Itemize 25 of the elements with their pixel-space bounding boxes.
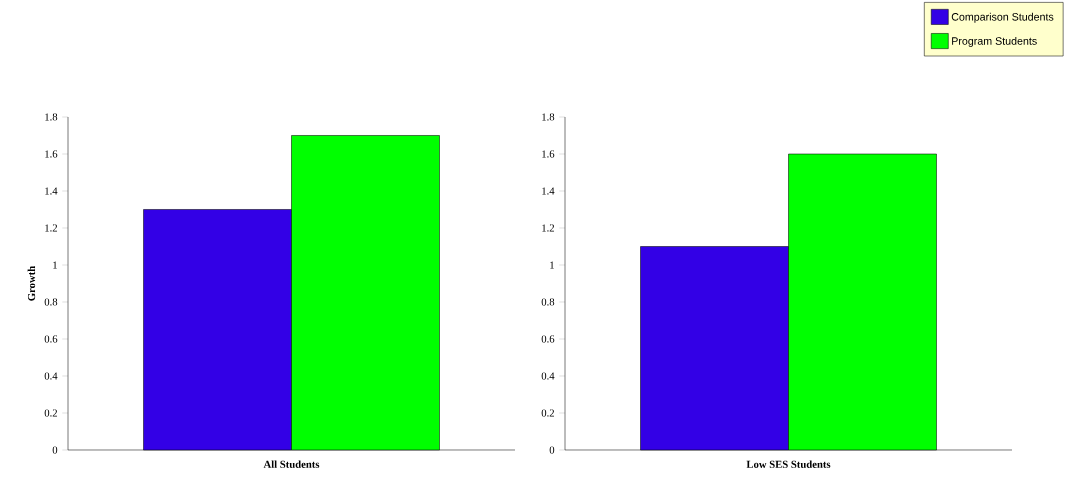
y-tick-label: 0.2 — [541, 409, 555, 417]
y-tick-label: 0.6 — [541, 335, 555, 343]
y-tick-label: 1.4 — [45, 187, 58, 195]
y-tick-label: 0.4 — [541, 372, 555, 380]
y-tick-label: 1 — [550, 261, 554, 269]
y-tick-label: 1.8 — [542, 113, 555, 121]
y-tick-label: 0 — [549, 446, 555, 454]
legend-label: Program Students — [952, 36, 1037, 47]
y-tick-label: 1.6 — [45, 150, 58, 158]
y-tick-label: 0 — [52, 446, 58, 454]
y-tick-label: 0.8 — [44, 298, 58, 306]
y-tick-label: 0.6 — [44, 335, 58, 343]
x-tick-label: All Students — [263, 460, 320, 468]
legend-label: Comparison Students — [951, 12, 1054, 23]
y-tick-label: 0.4 — [44, 372, 58, 380]
y-tick-label: 1.8 — [45, 113, 58, 121]
y-tick-label: 0.8 — [541, 298, 555, 306]
x-tick-label: Low SES Students — [746, 460, 831, 468]
y-tick-label: 1.6 — [542, 150, 555, 158]
y-axis-title: Growth — [27, 265, 36, 301]
y-tick-label: 1.2 — [542, 224, 555, 232]
y-tick-label: 1.4 — [542, 187, 555, 195]
y-tick-label: 0.2 — [44, 409, 58, 417]
y-tick-label: 1.2 — [45, 224, 58, 232]
y-tick-label: 1 — [53, 261, 57, 269]
